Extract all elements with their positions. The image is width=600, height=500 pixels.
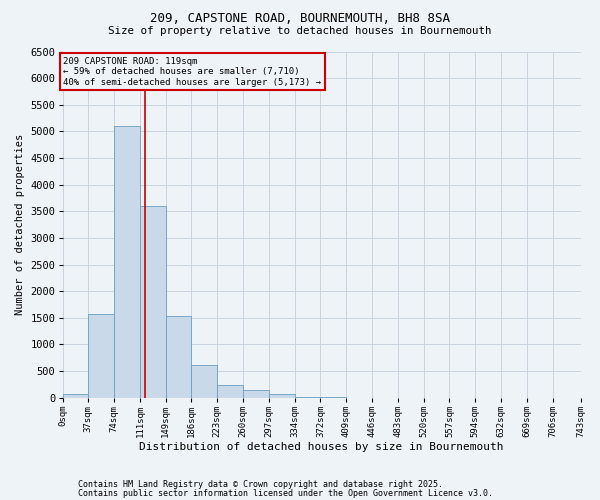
Bar	[217, 385, 243, 398]
Bar	[269, 394, 295, 398]
Bar	[114, 126, 140, 398]
Bar	[140, 206, 166, 398]
Text: Size of property relative to detached houses in Bournemouth: Size of property relative to detached ho…	[108, 26, 492, 36]
Text: Contains HM Land Registry data © Crown copyright and database right 2025.: Contains HM Land Registry data © Crown c…	[78, 480, 443, 489]
Y-axis label: Number of detached properties: Number of detached properties	[15, 134, 25, 316]
Bar	[191, 366, 217, 398]
X-axis label: Distribution of detached houses by size in Bournemouth: Distribution of detached houses by size …	[139, 442, 504, 452]
Bar	[295, 397, 320, 398]
Bar	[62, 394, 88, 398]
Bar	[243, 390, 269, 398]
Text: Contains public sector information licensed under the Open Government Licence v3: Contains public sector information licen…	[78, 488, 493, 498]
Bar	[88, 314, 114, 398]
Text: 209, CAPSTONE ROAD, BOURNEMOUTH, BH8 8SA: 209, CAPSTONE ROAD, BOURNEMOUTH, BH8 8SA	[150, 12, 450, 26]
Bar	[166, 316, 191, 398]
Text: 209 CAPSTONE ROAD: 119sqm
← 59% of detached houses are smaller (7,710)
40% of se: 209 CAPSTONE ROAD: 119sqm ← 59% of detac…	[63, 57, 321, 86]
